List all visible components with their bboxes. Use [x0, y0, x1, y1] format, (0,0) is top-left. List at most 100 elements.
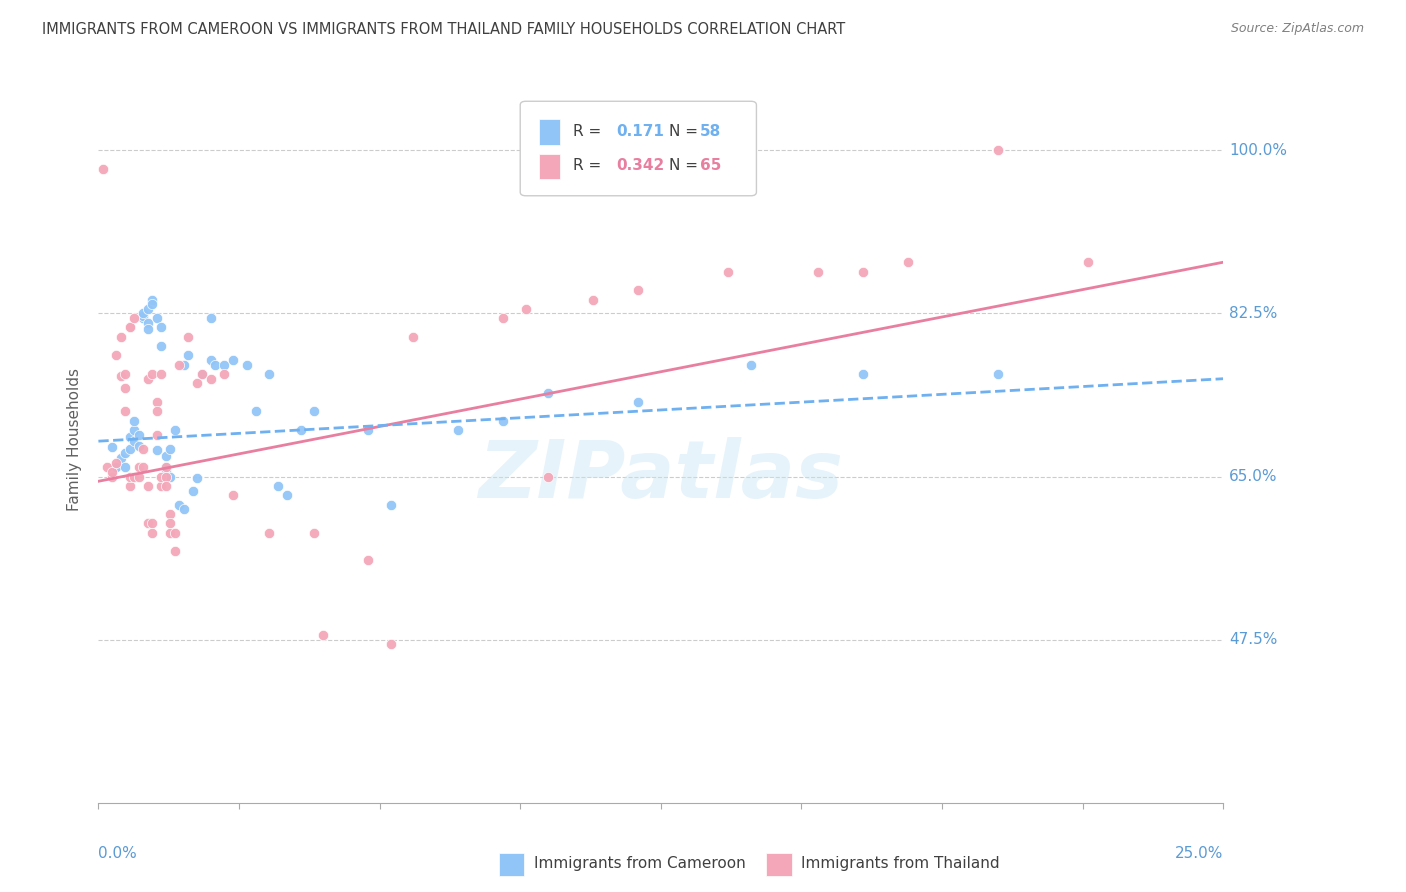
Point [304, 525, 326, 540]
Point [357, 553, 380, 567]
Text: 100.0%: 100.0% [1229, 143, 1286, 158]
Point [150, 479, 173, 493]
Point [155, 469, 177, 483]
Point [96, 460, 118, 475]
Point [132, 306, 155, 320]
Point [173, 502, 195, 516]
Point [146, 311, 169, 326]
Text: 65: 65 [700, 159, 721, 173]
Point [118, 469, 141, 483]
Text: 0.342: 0.342 [616, 159, 664, 173]
Point [101, 469, 124, 483]
Point [214, 358, 236, 372]
Point [114, 367, 136, 381]
Point [537, 469, 560, 483]
Point [146, 395, 169, 409]
Point [204, 358, 226, 372]
FancyBboxPatch shape [540, 120, 560, 145]
Point [150, 469, 173, 483]
Text: 25.0%: 25.0% [1175, 847, 1223, 862]
Point [267, 479, 290, 493]
Point [186, 376, 208, 391]
Point [897, 255, 920, 269]
Text: N =: N = [669, 159, 703, 173]
Point [124, 311, 146, 326]
Point [136, 322, 159, 336]
Point [132, 460, 155, 475]
Point [380, 498, 402, 512]
Point [155, 449, 177, 463]
Point [200, 353, 222, 368]
Point [132, 311, 155, 326]
Text: 0.171: 0.171 [616, 124, 664, 139]
Point [987, 144, 1010, 158]
Point [91, 161, 114, 176]
Point [159, 507, 181, 521]
Point [200, 311, 222, 326]
Point [150, 367, 173, 381]
Point [259, 525, 281, 540]
Text: N =: N = [669, 124, 703, 139]
Point [136, 372, 159, 386]
Point [304, 404, 326, 418]
Point [492, 311, 515, 326]
Point [105, 460, 128, 475]
Point [181, 483, 204, 498]
Point [191, 367, 214, 381]
Text: Source: ZipAtlas.com: Source: ZipAtlas.com [1230, 22, 1364, 36]
Point [852, 367, 875, 381]
Point [214, 367, 236, 381]
Point [128, 427, 150, 442]
Point [357, 423, 380, 437]
Point [515, 301, 537, 316]
FancyBboxPatch shape [520, 102, 756, 195]
Point [141, 367, 163, 381]
Point [492, 414, 515, 428]
Y-axis label: Family Households: Family Households [67, 368, 83, 511]
Point [124, 434, 146, 449]
Text: 82.5%: 82.5% [1229, 306, 1277, 321]
Point [114, 404, 136, 418]
Point [200, 372, 222, 386]
Point [380, 637, 402, 651]
Point [101, 440, 124, 454]
Point [186, 471, 208, 485]
Point [290, 423, 312, 437]
Point [276, 488, 298, 502]
Point [146, 404, 169, 418]
Point [159, 516, 181, 531]
Point [222, 488, 245, 502]
Text: ZIPatlas: ZIPatlas [478, 437, 844, 515]
Point [159, 525, 181, 540]
Point [118, 320, 141, 334]
Point [141, 525, 163, 540]
Point [110, 330, 132, 344]
Point [124, 414, 146, 428]
Point [105, 348, 128, 362]
Point [136, 479, 159, 493]
Point [155, 479, 177, 493]
Point [136, 301, 159, 316]
Point [163, 423, 186, 437]
Point [402, 330, 425, 344]
Text: 47.5%: 47.5% [1229, 632, 1277, 648]
Point [312, 628, 335, 642]
Text: R =: R = [574, 159, 606, 173]
Point [132, 442, 155, 456]
Point [101, 465, 124, 479]
Point [627, 395, 650, 409]
Point [124, 469, 146, 483]
Point [191, 367, 214, 381]
Point [245, 404, 267, 418]
Point [582, 293, 605, 307]
Point [222, 353, 245, 368]
Point [259, 367, 281, 381]
Point [146, 427, 169, 442]
Point [128, 439, 150, 453]
Point [447, 423, 470, 437]
Point [141, 293, 163, 307]
Point [163, 525, 186, 540]
Point [159, 469, 181, 483]
Point [114, 381, 136, 395]
Point [627, 283, 650, 297]
